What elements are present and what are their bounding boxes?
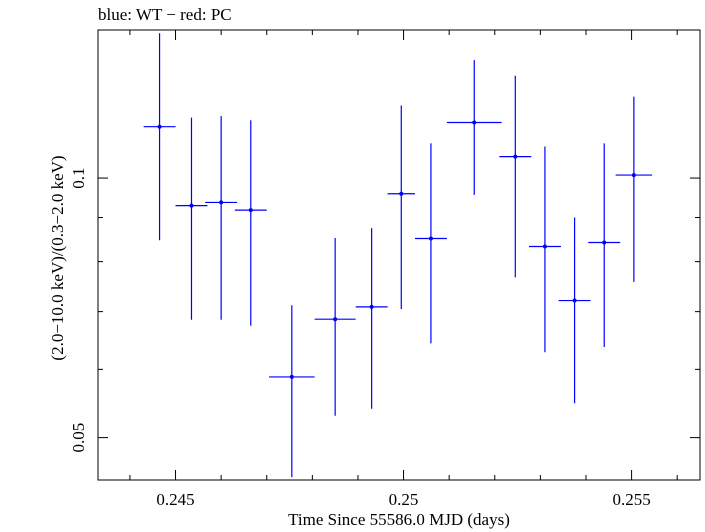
- data-point: [399, 191, 404, 196]
- data-point: [248, 208, 253, 213]
- x-tick-label: 0.255: [612, 490, 650, 509]
- data-point: [631, 173, 636, 178]
- data-point: [513, 154, 518, 159]
- data-point: [572, 298, 577, 303]
- x-tick-label: 0.25: [389, 490, 419, 509]
- data-point: [602, 240, 607, 245]
- y-tick-label: 0.1: [69, 167, 88, 188]
- y-tick-label: 0.05: [69, 423, 88, 453]
- data-point: [157, 124, 162, 129]
- data-point: [472, 120, 477, 125]
- chart-title: blue: WT − red: PC: [98, 5, 232, 24]
- data-point: [428, 236, 433, 241]
- data-point: [189, 203, 194, 208]
- data-point: [289, 374, 294, 379]
- data-points: [143, 33, 653, 478]
- data-point: [369, 304, 374, 309]
- x-axis-label: Time Since 55586.0 MJD (days): [288, 510, 510, 529]
- data-point: [542, 244, 547, 249]
- data-point: [219, 200, 224, 205]
- x-tick-label: 0.245: [156, 490, 194, 509]
- data-point: [333, 317, 338, 322]
- plot-frame: [97, 29, 701, 481]
- axis-ticks: 0.245 0.25 0.255 0.05 0.1: [69, 30, 700, 509]
